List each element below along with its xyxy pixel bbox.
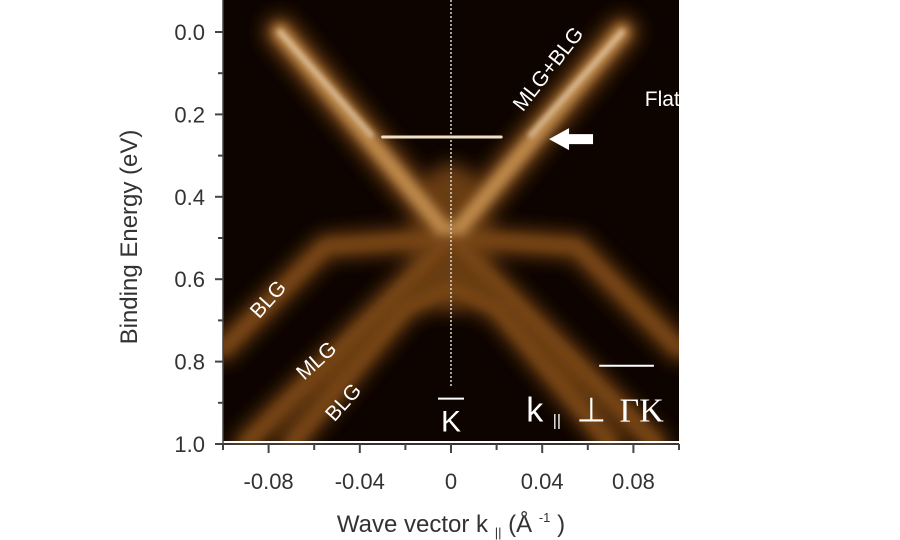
band-layer <box>223 15 679 445</box>
y-tick-label: 0.6 <box>174 267 205 292</box>
y-tick-label: 0.0 <box>174 20 205 45</box>
direction-k: k <box>526 391 544 429</box>
y-tick-label: 0.8 <box>174 350 205 375</box>
annotation-flat-band-1: Flat band <box>645 88 733 111</box>
flat-band-arrow-icon <box>549 128 594 151</box>
y-tick-label: 0.2 <box>174 102 205 127</box>
y-axis: 0.0 0.2 0.4 0.6 0.8 1.0 <box>174 0 224 457</box>
plot-area <box>223 0 679 445</box>
band-blg <box>223 233 679 355</box>
axes: 0.0 0.2 0.4 0.6 0.8 1.0 -0.08 -0.04 0 0.04 0.08 <box>174 0 680 494</box>
y-axis-label: Binding Energy (eV) <box>116 130 143 345</box>
svg-text:k || ⊥ ΓK: k || ⊥ ΓK <box>526 391 664 433</box>
x-tick-label: 0.04 <box>521 469 564 494</box>
x-tick-label: 0 <box>445 469 457 494</box>
direction-label: k || ⊥ ΓK <box>526 364 664 433</box>
x-tick-label: 0.08 <box>612 469 655 494</box>
x-label-unit-sup: -1 <box>539 510 551 525</box>
direction-path: ΓK <box>620 392 665 429</box>
x-axis: -0.08 -0.04 0 0.04 0.08 <box>222 443 680 494</box>
direction-sub: || <box>553 412 561 429</box>
y-tick-label: 1.0 <box>174 432 205 457</box>
band-blg <box>286 282 616 445</box>
x-label-unit-open: (Å <box>508 510 532 538</box>
y-tick-label: 0.4 <box>174 185 205 210</box>
k-point-label: K <box>438 397 464 439</box>
x-axis-label: Wave vector k || (Å -1 ) <box>337 501 565 540</box>
x-label-unit-close: ) <box>557 511 565 538</box>
x-tick-label: -0.08 <box>244 469 294 494</box>
direction-perp: ⊥ <box>576 391 606 429</box>
x-label-main: Wave vector k <box>337 511 489 538</box>
k-point-label-text: K <box>441 406 461 439</box>
x-tick-label: -0.04 <box>335 469 385 494</box>
x-label-sub: || <box>495 525 502 540</box>
